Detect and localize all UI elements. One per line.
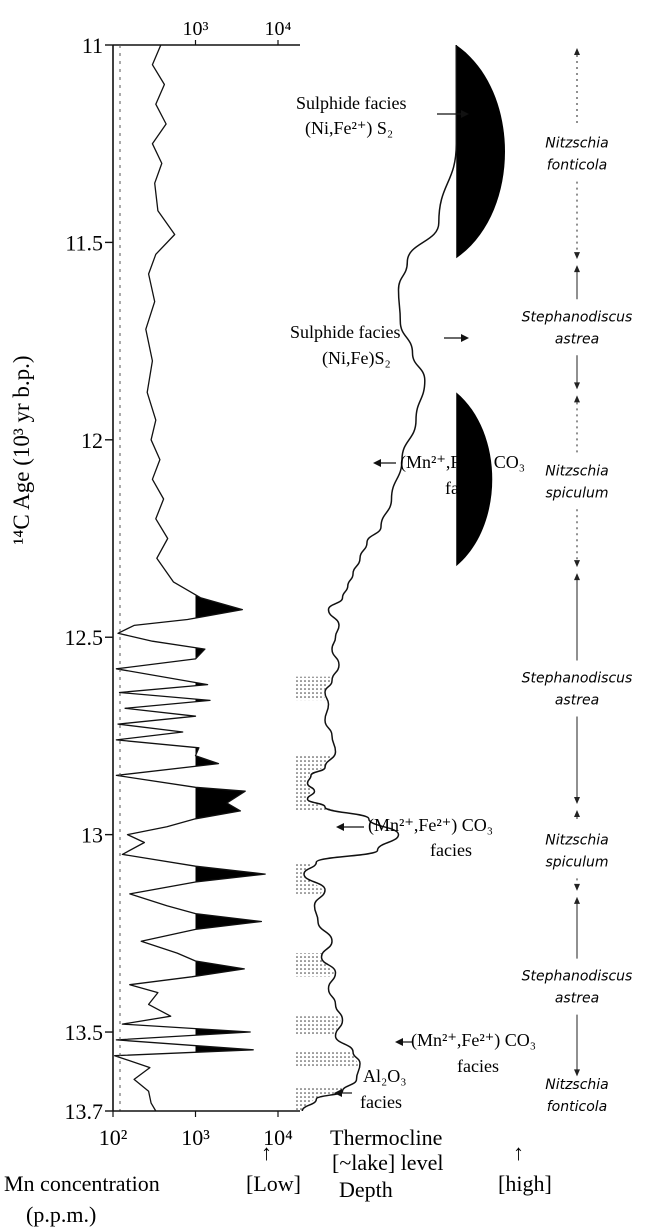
zone-arrow-up — [574, 265, 580, 273]
y-tick-label: 13.7 — [65, 1099, 104, 1124]
mn-peak-fill — [195, 45, 266, 1111]
depth-label: Depth — [339, 1177, 393, 1202]
diatom-zone-label: Nitzschia — [545, 463, 609, 479]
y-tick-label: 12 — [81, 428, 103, 453]
mn-layer — [114, 44, 266, 1112]
annotation-carbonate-3: (Mn²⁺,Fe²⁺) CO₃ facies — [395, 1030, 536, 1076]
diatom-zone-label: Nitzschia — [545, 136, 609, 152]
facies-stipple — [295, 862, 324, 894]
thermocline-layer — [295, 44, 505, 1112]
diatom-zone-label: Stephanodiscus — [522, 671, 633, 687]
x-top-tick-label: 10³ — [183, 18, 209, 40]
low-arrow: ↑ — [261, 1140, 272, 1165]
x-tick-label: 10⁴ — [263, 1125, 293, 1150]
diatom-zone-label: astrea — [555, 693, 599, 709]
diatom-zone-label: Stephanodiscus — [522, 309, 633, 325]
sulphide-facies-fill — [456, 392, 493, 567]
diatom-zone-label: fonticola — [547, 158, 607, 174]
annotation-line: facies — [457, 1056, 499, 1076]
y-tick-label: 13.5 — [65, 1020, 104, 1045]
annotation-line: (Ni,Fe)S₂ — [322, 348, 391, 369]
y-tick-label: 12.5 — [65, 625, 104, 650]
diatom-zone-label: Nitzschia — [545, 832, 609, 848]
x-axis-label: Mn concentration — [4, 1171, 160, 1196]
zone-arrow-down — [574, 382, 580, 390]
zone-arrow-down — [574, 252, 580, 260]
diatom-zone-label: spiculum — [545, 854, 608, 870]
zone-arrow-down — [574, 883, 580, 891]
annotation-carbonate-2: (Mn²⁺,Fe²⁺) CO₃ facies — [336, 815, 493, 860]
thermocline-label: Thermocline — [330, 1125, 442, 1150]
diatom-zone-label: astrea — [555, 991, 599, 1007]
high-arrow: ↑ — [513, 1140, 524, 1165]
facies-stipple — [295, 953, 334, 977]
annotation-line: Sulphide facies — [296, 93, 406, 113]
annotation-sulphide-2: Sulphide facies (Ni,Fe)S₂ — [290, 322, 469, 369]
zone-arrow-down — [574, 1069, 580, 1077]
x-tick-label: 10² — [99, 1125, 128, 1150]
zone-arrow-up — [574, 896, 580, 904]
zone-arrow-down — [574, 560, 580, 568]
zone-arrow-down — [574, 796, 580, 804]
zone-arrow-up — [574, 809, 580, 817]
annotation-line: Al₂O₃ — [363, 1066, 407, 1086]
high-label: [high] — [498, 1171, 552, 1196]
facies-stipple — [295, 1051, 359, 1068]
annotation-line: facies — [430, 840, 472, 860]
zone-arrow-up — [574, 395, 580, 403]
facies-stipple — [295, 755, 338, 811]
diatom-zone-label: Stephanodiscus — [522, 969, 633, 985]
diatom-zone-label: fonticola — [547, 1099, 607, 1115]
annotation-line: (Mn²⁺,Fe²⁺) CO₃ — [368, 815, 493, 836]
annotation-line: Sulphide facies — [290, 322, 400, 342]
diatom-zone-label: astrea — [555, 331, 599, 347]
annotation-line: (Ni,Fe²⁺) S₂ — [305, 118, 393, 139]
x-tick-label: 10³ — [181, 1125, 210, 1150]
annotation-line: facies — [360, 1092, 402, 1112]
y-axis-label: ¹⁴C Age (10³ yr b.p.) — [9, 355, 34, 544]
annotation-line: facies — [445, 478, 487, 498]
facies-stipple — [295, 1087, 346, 1111]
x-top-tick-label: 10⁴ — [265, 18, 292, 40]
annotation-line: (Mn²⁺,Fe²⁺) CO₃ — [411, 1030, 536, 1051]
y-tick-label: 11.5 — [65, 230, 103, 255]
zone-arrow-up — [574, 573, 580, 581]
annotation-alumina: Al₂O₃ facies — [334, 1066, 407, 1112]
low-label: [Low] — [246, 1171, 301, 1196]
diatom-zones: Nitzschia fonticola Stephanodiscus astrea Ni… — [522, 48, 633, 1115]
y-tick-label: 11 — [82, 33, 103, 58]
diatom-zone-label: Nitzschia — [545, 1077, 609, 1093]
y-tick-label: 13 — [81, 823, 103, 848]
mn-series-line — [114, 44, 266, 1112]
facies-stipple — [295, 1016, 341, 1036]
annotation-line: (Mn²⁺,Fe²⁺) CO₃ — [400, 452, 525, 473]
annotation-carbonate-1: (Mn²⁺,Fe²⁺) CO₃ facies — [373, 452, 525, 498]
diatom-zone-label: spiculum — [545, 485, 608, 501]
thermocline-line — [301, 44, 458, 1112]
annotation-sulphide-1: Sulphide facies (Ni,Fe²⁺) S₂ — [296, 93, 469, 139]
sulphide-facies-fill — [456, 45, 505, 259]
lake-level-label: [~lake] level — [332, 1150, 443, 1175]
facies-stipple — [295, 676, 332, 701]
zone-arrow-up — [574, 48, 580, 55]
x-axis-unit: (p.p.m.) — [26, 1202, 96, 1227]
